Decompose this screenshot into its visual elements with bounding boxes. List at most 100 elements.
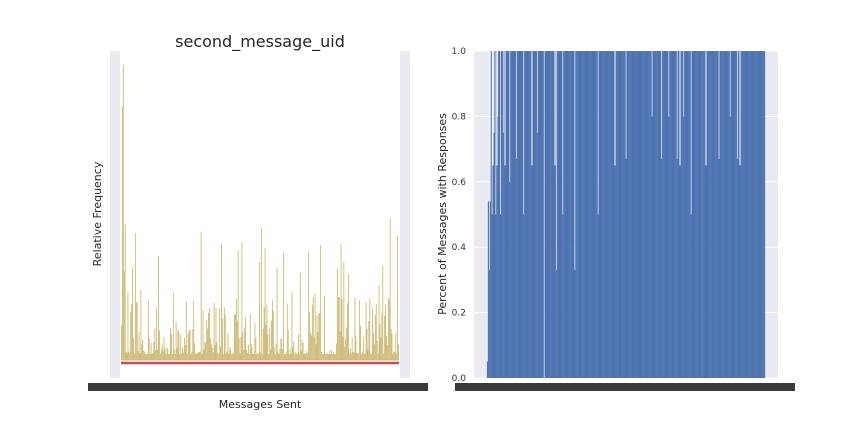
right-bar [637, 51, 639, 378]
left-bar [311, 304, 313, 360]
right-bar [536, 51, 538, 378]
left-bar [255, 338, 257, 360]
left-bar [137, 351, 139, 360]
right-bar [491, 214, 493, 378]
right-bar [504, 51, 506, 378]
left-bar [243, 349, 245, 360]
right-bar [601, 51, 603, 378]
left-bar [343, 262, 345, 360]
right-bar [642, 51, 644, 378]
left-bar [308, 251, 310, 360]
left-bar [366, 328, 368, 360]
right-bar [666, 51, 668, 378]
right-bar [653, 51, 655, 378]
left-bar [264, 247, 266, 360]
right-bar [702, 51, 704, 378]
right-y-tick-labels: 0.0 0.2 0.4 0.6 0.8 1.0 [452, 47, 467, 384]
left-bar [307, 353, 309, 360]
right-bar [764, 51, 766, 378]
left-bar [330, 354, 332, 360]
left-bar [212, 352, 214, 360]
left-bar [129, 352, 131, 360]
left-bar [246, 349, 247, 360]
right-bar [600, 51, 602, 378]
right-bar [604, 51, 606, 378]
left-bar [194, 343, 196, 360]
right-bar [655, 51, 657, 378]
right-y-tick-label: 0.0 [452, 374, 467, 384]
right-bar [619, 51, 621, 378]
right-bar [513, 51, 515, 378]
left-bar [209, 308, 210, 360]
left-bar [262, 328, 264, 360]
right-bar [750, 51, 752, 378]
right-bar [694, 51, 696, 378]
right-bar [605, 51, 607, 378]
left-bar [121, 324, 122, 360]
left-bar [128, 351, 130, 360]
left-bars [121, 65, 399, 360]
right-bar [742, 51, 744, 378]
right-bar [645, 51, 647, 378]
left-bar [165, 354, 167, 360]
right-bar [751, 51, 753, 378]
left-bar [218, 354, 220, 360]
left-bar [158, 256, 159, 360]
right-bar [712, 51, 714, 378]
left-bar [145, 353, 146, 360]
right-bar [646, 51, 648, 378]
left-bar [272, 300, 273, 360]
right-bar [659, 51, 661, 378]
right-bar [734, 51, 736, 378]
right-bar [489, 201, 491, 378]
left-bar [203, 349, 205, 360]
left-bar [150, 343, 152, 360]
left-x-tick-labels [88, 383, 428, 391]
left-bar [175, 322, 177, 360]
left-bar [127, 292, 129, 360]
left-bar [201, 354, 203, 360]
left-bar [152, 353, 154, 360]
right-bar [747, 51, 749, 378]
right-bar [567, 51, 569, 378]
left-bar [382, 265, 384, 360]
right-bar [580, 51, 582, 378]
left-bar [367, 349, 369, 360]
left-bar [394, 351, 396, 360]
left-bar [207, 328, 209, 360]
left-bar [387, 298, 389, 360]
left-bar [386, 345, 388, 360]
left-bar [323, 354, 324, 360]
left-bar [293, 341, 295, 360]
right-bar [595, 51, 597, 378]
right-bar [511, 51, 513, 378]
left-bar [190, 354, 192, 360]
right-bar [623, 51, 625, 378]
left-bar [377, 354, 379, 360]
left-bar [138, 332, 140, 360]
left-bar [256, 353, 258, 360]
left-bar [185, 301, 187, 360]
right-bar [558, 51, 560, 378]
left-bar [189, 329, 191, 360]
left-bar [348, 273, 349, 360]
left-bar [259, 262, 260, 360]
left-bar [229, 347, 231, 360]
right-bar [704, 51, 706, 378]
right-bar [681, 51, 683, 378]
right-bar [710, 51, 712, 378]
right-bar [540, 51, 542, 378]
right-bar [547, 51, 549, 378]
left-bar [132, 268, 133, 360]
right-bar [654, 51, 656, 378]
right-bar [685, 51, 687, 378]
left-bar [357, 352, 359, 360]
right-bar [719, 51, 721, 378]
right-bar [527, 51, 529, 378]
left-bar [310, 332, 311, 360]
left-bar [381, 312, 383, 360]
left-bar [299, 272, 301, 360]
left-bar [136, 303, 138, 360]
right-bar [676, 158, 678, 378]
right-bar [502, 132, 504, 378]
